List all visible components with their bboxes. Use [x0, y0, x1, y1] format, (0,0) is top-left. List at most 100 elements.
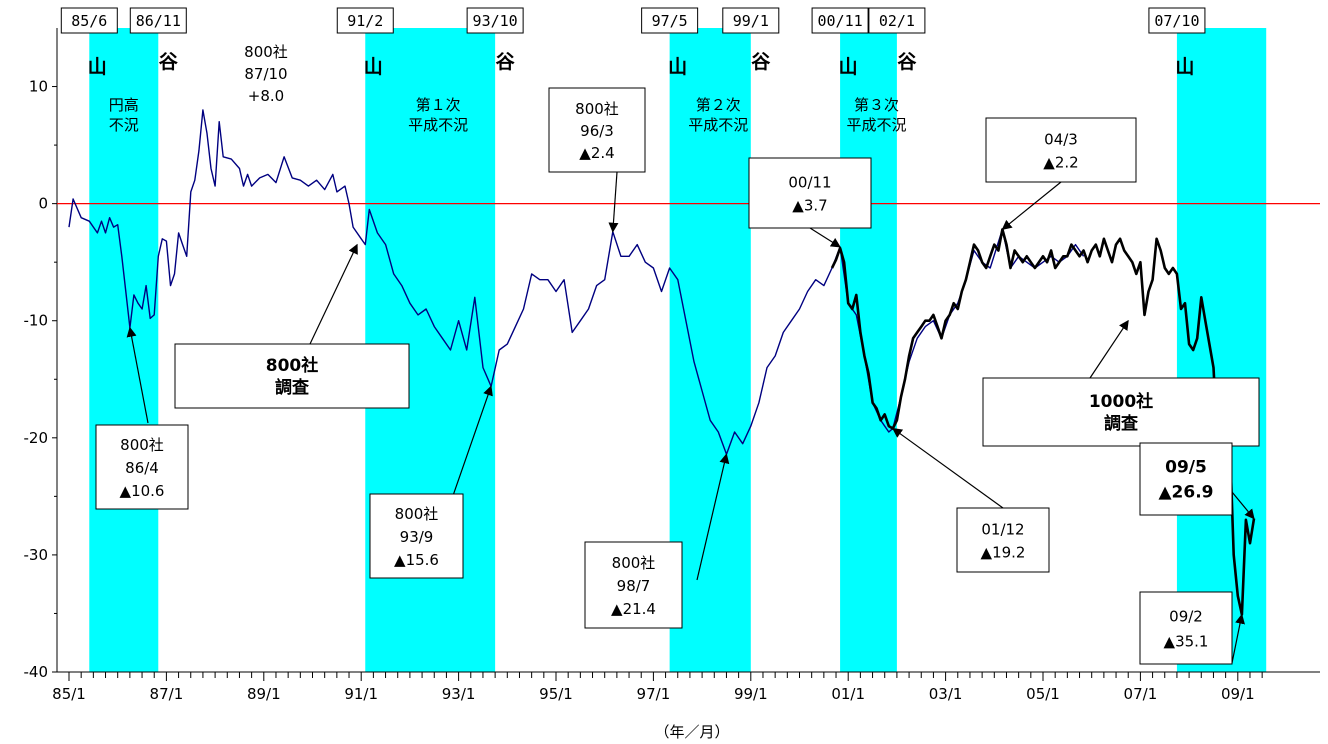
x-tick-label: 01/1	[831, 685, 865, 703]
recession-band-3	[669, 28, 751, 672]
annotation-2: 800社 86/4 ▲10.6	[95, 326, 189, 510]
annotation-text: ▲19.2	[981, 544, 1026, 562]
annotation-9: 01/12 ▲19.2	[892, 427, 1050, 573]
annotation-1: 800社 87/10 +8.0	[244, 43, 288, 105]
y-tick-label: 10	[29, 78, 48, 96]
annotations: 800社87/10+8.0800社86/4▲10.6800社調査800社96/3…	[95, 43, 1260, 665]
annotation-11: 09/5 ▲26.9	[1139, 442, 1255, 520]
annotation-box-2	[95, 424, 189, 510]
annotation-text: 800社	[575, 100, 619, 118]
annotation-arrow-6	[696, 453, 730, 581]
recession-end-date-4-box	[868, 7, 926, 34]
annotation-text: ▲10.6	[120, 482, 165, 500]
annotation-box-10	[982, 377, 1260, 447]
recession-band-4	[840, 28, 897, 672]
recession-name-1: 不況	[109, 116, 139, 134]
annotation-8: 04/3 ▲2.2	[985, 117, 1137, 231]
x-tick-label: 05/1	[1026, 685, 1060, 703]
recession-name-2: 第１次	[416, 96, 461, 114]
recession-band-5	[1176, 28, 1267, 672]
annotation-6: 800社 98/7 ▲21.4	[584, 453, 730, 629]
annotation-arrow-7	[809, 227, 841, 248]
y-tick-label: -10	[24, 312, 49, 330]
annotation-arrow-4	[608, 171, 619, 233]
annotation-5: 800社 93/9 ▲15.6	[369, 385, 493, 579]
annotation-box-12	[1139, 591, 1233, 665]
recession-start-date-3-box	[641, 7, 699, 34]
recession-start-date-2-box	[336, 7, 394, 34]
annotation-text: 1000社	[1089, 391, 1153, 412]
annotation-box-9	[956, 507, 1050, 573]
annotation-text: 調査	[1104, 413, 1139, 434]
annotation-arrow-5	[447, 385, 493, 511]
annotation-text: 調査	[275, 377, 310, 398]
annotation-text: 98/7	[617, 577, 651, 595]
recession-start-date-1: 85/6	[71, 12, 107, 30]
series-1000-companies-line	[830, 228, 1256, 616]
annotation-box-11	[1139, 442, 1233, 516]
x-tick-label: 91/1	[344, 685, 378, 703]
annotation-text: 00/11	[788, 174, 831, 192]
x-tick-label: 87/1	[150, 685, 184, 703]
annotation-text: ▲3.7	[792, 197, 827, 215]
y-tick-label: -40	[24, 663, 49, 681]
annotation-7: 00/11 ▲3.7	[748, 157, 872, 248]
recession-end-date-1-box	[129, 7, 187, 34]
annotation-text: 800社	[395, 505, 439, 523]
trough-marker-2: 谷	[496, 51, 516, 73]
recession-start-date-5-box	[1148, 7, 1206, 34]
annotation-arrow-12	[1231, 613, 1245, 664]
x-tick-label: 97/1	[637, 685, 671, 703]
annotation-box-6	[584, 541, 683, 629]
peak-marker-5: 山	[1175, 56, 1194, 78]
annotation-text: 96/3	[580, 122, 614, 140]
x-tick-label: 99/1	[734, 685, 768, 703]
peak-marker-3: 山	[668, 56, 687, 78]
annotation-text: 800社	[266, 355, 319, 376]
annotation-text: 01/12	[981, 521, 1024, 539]
x-tick-label: 09/1	[1221, 685, 1255, 703]
x-tick-label: 85/1	[52, 685, 86, 703]
annotation-arrow-10	[1089, 319, 1129, 379]
recession-end-date-2: 93/10	[473, 12, 518, 30]
annotation-text: ▲21.4	[611, 600, 656, 618]
annotation-arrow-3	[309, 243, 358, 345]
recession-end-date-3: 99/1	[733, 12, 769, 30]
annotation-text: ▲35.1	[1164, 633, 1209, 651]
trough-marker-4: 谷	[897, 51, 917, 73]
y-tick-label: 0	[38, 195, 48, 213]
annotation-box-5	[369, 493, 464, 579]
y-tick-label: -20	[24, 429, 49, 447]
y-tick-label: -30	[24, 546, 49, 564]
recession-name-1: 円高	[109, 96, 139, 114]
peak-marker-1: 山	[88, 56, 107, 78]
annotation-4: 800社 96/3 ▲2.4	[548, 87, 646, 233]
annotation-text: ▲2.4	[579, 144, 614, 162]
annotation-text: 09/2	[1169, 608, 1203, 626]
annotation-text: 800社	[612, 554, 656, 572]
recession-start-date-4: 00/11	[818, 12, 863, 30]
annotation-box-7	[748, 157, 872, 229]
annotation-text: ▲15.6	[394, 551, 439, 569]
recession-start-date-1-box	[60, 7, 118, 34]
recession-end-date-3-box	[722, 7, 780, 34]
x-tick-label: 89/1	[247, 685, 281, 703]
annotation-text: 800社	[120, 436, 164, 454]
recession-start-date-2: 91/2	[347, 12, 383, 30]
annotation-text: 04/3	[1044, 131, 1078, 149]
annotation-arrow-9	[892, 427, 1004, 509]
recession-end-date-4: 02/1	[879, 12, 915, 30]
x-tick-label: 03/1	[929, 685, 963, 703]
annotation-text: 93/9	[400, 528, 434, 546]
series-800-companies-line	[68, 109, 1085, 455]
series-lines	[68, 109, 1256, 616]
annotation-text: +8.0	[248, 87, 284, 105]
recession-name-2: 平成不況	[408, 116, 468, 134]
annotation-text: 800社	[244, 43, 288, 61]
trough-marker-1: 谷	[159, 51, 179, 73]
